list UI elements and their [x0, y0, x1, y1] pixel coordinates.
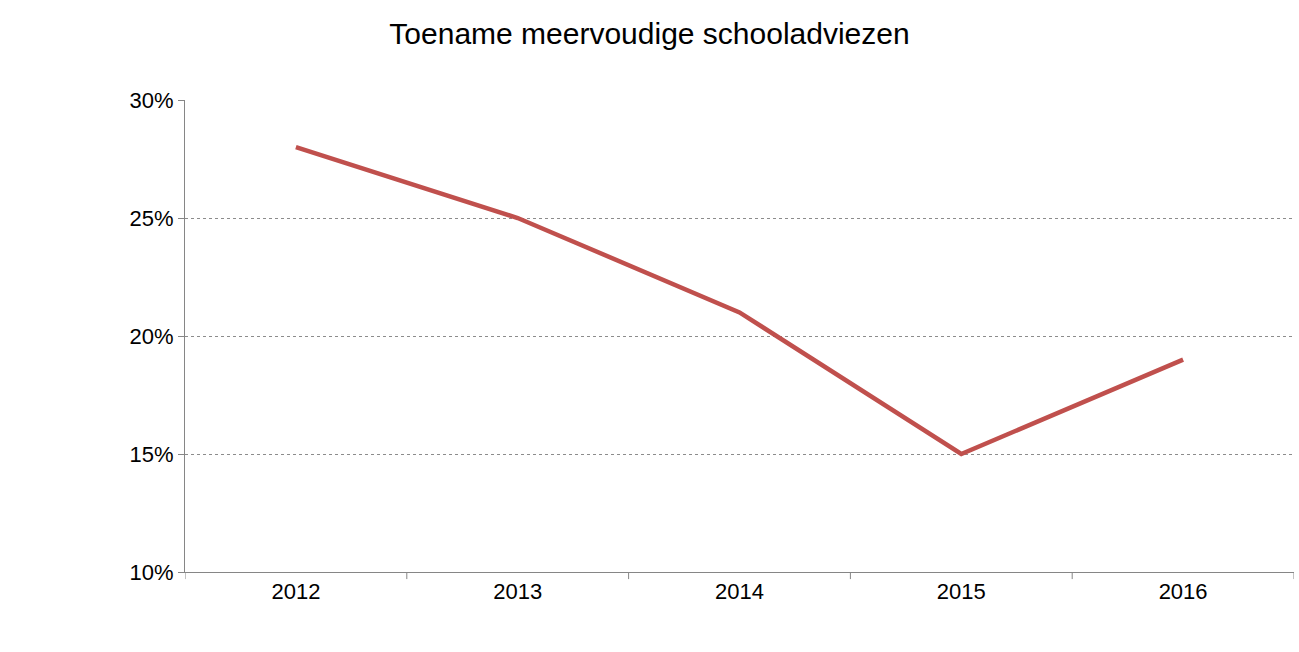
svg-text:2016: 2016	[1159, 579, 1208, 604]
svg-text:2014: 2014	[715, 579, 764, 604]
svg-text:20%: 20%	[130, 324, 174, 349]
svg-text:2012: 2012	[271, 579, 320, 604]
svg-text:2015: 2015	[937, 579, 986, 604]
svg-text:25%: 25%	[130, 206, 174, 231]
svg-text:10%: 10%	[130, 560, 174, 585]
svg-text:30%: 30%	[130, 88, 174, 113]
svg-text:Toename meervoudige schooladvi: Toename meervoudige schooladviezen	[389, 17, 909, 50]
svg-text:2013: 2013	[493, 579, 542, 604]
svg-text:15%: 15%	[130, 442, 174, 467]
